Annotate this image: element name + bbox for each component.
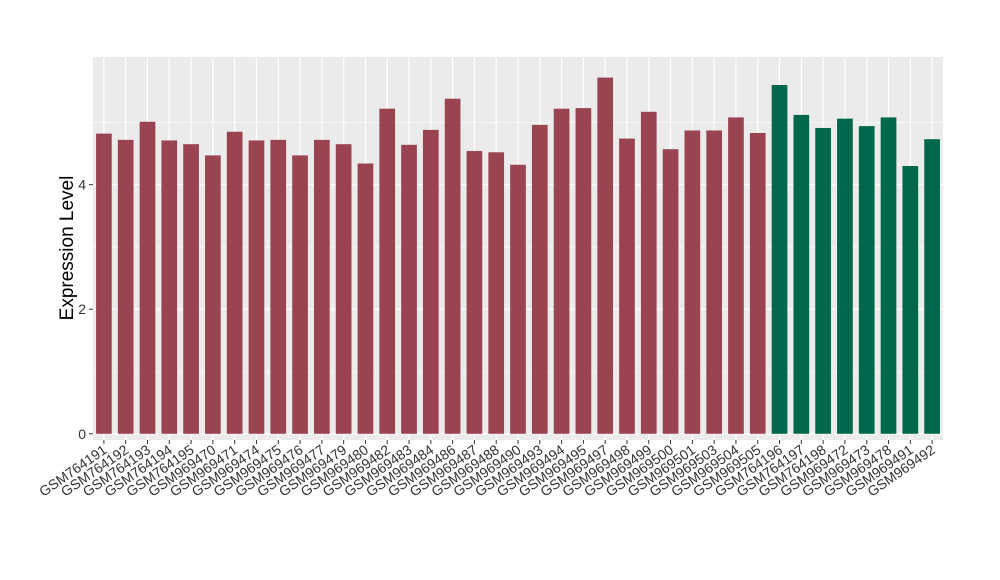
y-tick-label: 2 — [78, 301, 86, 317]
bar-gsm969484 — [422, 129, 439, 434]
bar-gsm969501 — [684, 130, 701, 434]
y-tick-label: 4 — [78, 177, 86, 193]
bar-gsm764191 — [96, 133, 112, 434]
x-axis: GSM764191GSM764192GSM764193GSM764194GSM7… — [36, 440, 938, 500]
bar-gsm969475 — [270, 139, 287, 434]
y-axis: 0 2 4 — [78, 177, 93, 442]
bar-gsm969500 — [662, 149, 679, 434]
bar-gsm969483 — [401, 144, 417, 434]
bar-gsm764198 — [815, 127, 831, 434]
bar-gsm969487 — [466, 151, 483, 434]
bar-gsm969490 — [510, 164, 526, 434]
bar-gsm969491 — [902, 165, 919, 434]
y-tick-label: 0 — [78, 426, 86, 442]
bar-gsm969499 — [640, 111, 657, 434]
bar-gsm764197 — [793, 114, 810, 434]
bar-gsm969476 — [292, 155, 308, 434]
bar-gsm969497 — [597, 77, 614, 434]
bar-gsm969472 — [837, 118, 853, 434]
bar-gsm969480 — [357, 163, 374, 434]
y-axis-title: Expression Level — [57, 176, 78, 321]
bar-gsm764196 — [771, 85, 788, 434]
bar-gsm969494 — [553, 108, 570, 434]
bar-gsm969482 — [379, 108, 396, 434]
bar-gsm969488 — [488, 152, 505, 434]
bar-gsm969492 — [924, 139, 940, 434]
bar-gsm969498 — [619, 138, 635, 434]
bar-gsm764195 — [183, 144, 199, 434]
bar-gsm764193 — [139, 121, 156, 434]
bar-gsm969471 — [226, 131, 243, 434]
bar-gsm969478 — [880, 117, 897, 434]
bar-gsm969477 — [314, 139, 330, 434]
bar-gsm969505 — [749, 132, 766, 434]
bar-gsm969493 — [531, 124, 548, 434]
bars — [96, 77, 940, 434]
bar-gsm969479 — [335, 144, 352, 434]
bar-gsm764194 — [161, 140, 178, 434]
bar-gsm969486 — [444, 98, 461, 434]
bar-gsm969473 — [858, 126, 875, 434]
bar-gsm969470 — [205, 155, 221, 434]
bar-gsm969504 — [728, 117, 744, 434]
bar-gsm969495 — [575, 108, 592, 434]
bar-gsm969503 — [706, 130, 722, 434]
bar-gsm969474 — [248, 140, 265, 434]
bar-gsm764192 — [117, 139, 134, 434]
